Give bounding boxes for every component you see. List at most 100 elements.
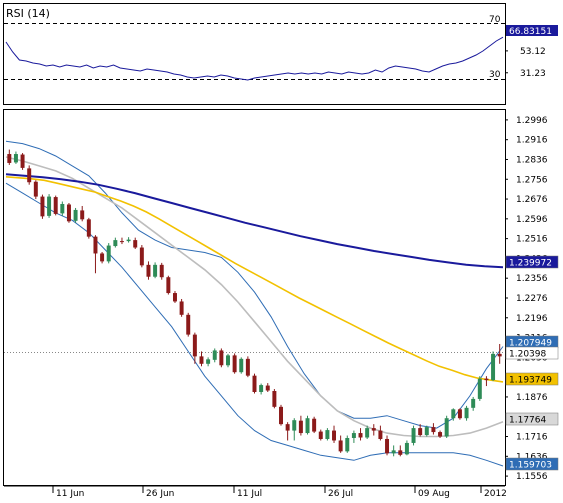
candle [66,203,71,223]
candle [438,430,443,439]
candle [292,418,297,441]
candle [325,428,330,441]
candle-body [60,203,65,214]
candle-body [133,240,138,248]
candle [186,312,191,337]
candle [239,357,244,374]
candle-body [279,406,283,425]
candle [345,435,350,453]
price-tick-label: 1.2756 [516,175,548,185]
candle [404,440,409,456]
price-tick-label: 1.2356 [516,274,548,284]
candle [7,149,12,165]
price-tick-label: 1.2596 [516,215,548,225]
candle-body [365,428,370,438]
candle-body [13,154,18,163]
rsi-tick-label: 53.12 [520,47,546,57]
candle [305,415,310,435]
candle-body [491,353,496,381]
candle-body [73,209,78,221]
date-label: 26 Jun [146,489,174,499]
candle-body [159,264,164,278]
candle [93,235,98,274]
candle-body [318,431,323,439]
candle-body [259,385,264,392]
candle [172,291,177,303]
candle [53,195,58,216]
price-tick-label: 1.2516 [516,235,548,245]
candle-body [351,433,356,439]
candle-body [33,181,38,197]
candle [385,435,390,456]
candle-body [444,418,449,437]
candle [20,153,25,170]
candle [371,424,376,436]
candle [471,396,476,411]
candle [358,428,363,441]
candlesticks [7,149,502,457]
candle-body [206,359,211,364]
candle-body [106,245,111,262]
moving-average-50 [5,176,504,383]
candle [206,357,211,367]
candle-body [47,196,52,216]
date-label: 11 Jul [237,489,262,499]
candle-body [86,219,91,237]
candle [47,194,52,218]
candle-body [27,168,32,183]
price-plot-area [3,109,506,486]
candle-body [212,350,217,360]
rsi-tick-label: 31.23 [520,69,546,79]
candle [312,416,317,434]
rsi-level-70: 70 [489,15,501,25]
candle-body [166,277,171,294]
price-tick-label: 1.2916 [516,136,548,146]
candle [279,404,283,426]
candle [497,344,502,364]
price-panel: 1.2996 1.2916 1.2836 1.2756 1.2676 1.2596 1.25… [3,109,559,486]
candle [119,237,124,245]
candle [60,201,65,216]
date-axis: 11 Jun 26 Jun 11 Jul 26 Jul 09 Aug 2012 [4,485,507,499]
candle [259,383,264,395]
value-tag-last-price-bg [505,346,559,360]
price-tick-label: 1.2996 [516,116,548,126]
candle [365,425,370,439]
candle-body [40,196,45,217]
price-axis-ticks: 1.2996 1.2916 1.2836 1.2756 1.2676 1.2596 1.25… [505,116,548,482]
candle [464,405,469,421]
candle-body [153,264,158,277]
candle [159,262,164,280]
rsi-title: RSI (14) [6,7,50,20]
value-tag-upper-band: 1.207949 [509,339,552,349]
candle-body [93,236,98,254]
price-tick-label: 1.1636 [516,452,548,462]
candle-body [292,420,297,431]
price-tick-label: 1.2676 [516,195,548,205]
rsi-value-tag-bg [506,25,558,36]
candle [212,348,217,363]
candle [245,356,250,378]
candle [27,165,32,185]
price-tick-label: 1.1556 [516,472,548,482]
candle-body [285,424,290,431]
candle-body [245,358,250,376]
candle [332,425,337,443]
candle [126,237,131,243]
candle [133,237,138,250]
candle [100,251,105,264]
candle-body [477,378,482,399]
candle [418,424,423,437]
candle [477,376,482,401]
candle-body [484,378,489,381]
candle-body [126,239,131,242]
candle [298,415,303,436]
candle [484,376,489,387]
candle-body [232,355,237,373]
date-label: 2012 [484,489,507,499]
value-tag-lower-band: 1.159703 [509,461,552,471]
candle [153,262,158,279]
rsi-value-tag: 66.83151 [509,27,552,37]
candle-body [252,375,257,392]
